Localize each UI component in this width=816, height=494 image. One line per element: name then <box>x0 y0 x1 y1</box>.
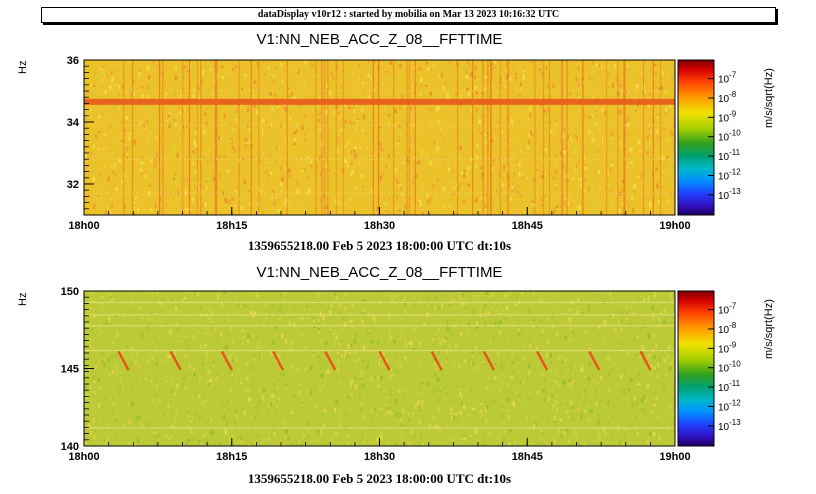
colorbar-tick-label: 10-8 <box>718 321 737 336</box>
colorbar-tick-label: 10-7 <box>718 71 737 86</box>
y-tick-label: 32 <box>67 179 79 191</box>
x-tick-label: 19h00 <box>659 220 690 232</box>
plot-1-svg: 32 34 36 18h00 18h15 18h30 18h45 19h00 10-7 10-8 1… <box>67 55 741 232</box>
chirp-track <box>324 350 337 371</box>
x-tick-label: 18h30 <box>364 451 395 463</box>
plot-1-footer: 1359655218.00 Feb 5 2023 18:00:00 UTC dt… <box>247 238 512 253</box>
colorbar-tick-label: 10-13 <box>718 418 741 433</box>
plot-1-spectrogram <box>84 60 675 215</box>
plot-2-z-label: m/s/sqrt(Hz) <box>763 299 775 359</box>
plot-1-colorbar <box>677 59 715 216</box>
chirp-track <box>430 350 443 371</box>
x-tick-label: 18h00 <box>68 220 99 232</box>
plot-2-svg: 140 145 150 18h00 18h15 18h30 18h45 19h00 10-7 10… <box>61 286 742 463</box>
chirp-track <box>169 350 182 371</box>
plot-2-spectrogram <box>84 291 675 446</box>
colorbar-tick-label: 10-12 <box>718 167 741 182</box>
y-tick-label: 150 <box>61 286 79 298</box>
plot-2-footer: 1359655218.00 Feb 5 2023 18:00:00 UTC dt… <box>247 471 512 486</box>
colorbar-tick-label: 10-8 <box>718 90 737 105</box>
colorbar-tick-label: 10-9 <box>718 340 737 355</box>
colorbar-tick-label: 10-13 <box>718 187 741 202</box>
chirp-track <box>378 350 391 371</box>
plot-2-title: V1:NN_NEB_ACC_Z_08__FFTTIME <box>256 264 503 281</box>
plot-1-z-label: m/s/sqrt(Hz) <box>763 68 775 128</box>
chirp-track <box>536 350 549 371</box>
x-tick-label: 18h15 <box>216 220 247 232</box>
chirp-track <box>117 350 130 371</box>
y-tick-label: 36 <box>67 55 79 67</box>
x-tick-label: 19h00 <box>659 451 690 463</box>
colorbar-tick-label: 10-10 <box>718 129 741 144</box>
y-tick-label: 34 <box>67 117 80 129</box>
x-tick-label: 18h45 <box>512 451 543 463</box>
x-tick-label: 18h00 <box>68 451 99 463</box>
plot-2-colorbar <box>677 290 715 447</box>
chirp-track <box>639 350 652 371</box>
y-tick-label: 140 <box>61 441 79 453</box>
plot-1-title: V1:NN_NEB_ACC_Z_08__FFTTIME <box>256 31 503 48</box>
colorbar-tick-label: 10-9 <box>718 109 737 124</box>
chirp-track <box>220 350 233 371</box>
colorbar-tick-label: 10-11 <box>718 148 741 163</box>
header-banner: dataDisplay v10r12 : started by mobilia … <box>41 7 776 23</box>
colorbar-tick-label: 10-11 <box>718 379 741 394</box>
x-tick-label: 18h15 <box>216 451 247 463</box>
colorbar-tick-label: 10-7 <box>718 302 737 317</box>
horizontal-line-34hz <box>84 98 675 105</box>
colorbar-tick-label: 10-12 <box>718 398 741 413</box>
colorbar-tick-label: 10-10 <box>718 360 741 375</box>
x-tick-label: 18h45 <box>512 220 543 232</box>
y-tick-label: 145 <box>61 364 79 376</box>
x-tick-label: 18h30 <box>364 220 395 232</box>
chirp-track <box>272 350 285 371</box>
chirp-track <box>482 350 495 371</box>
chirp-track <box>588 350 601 371</box>
